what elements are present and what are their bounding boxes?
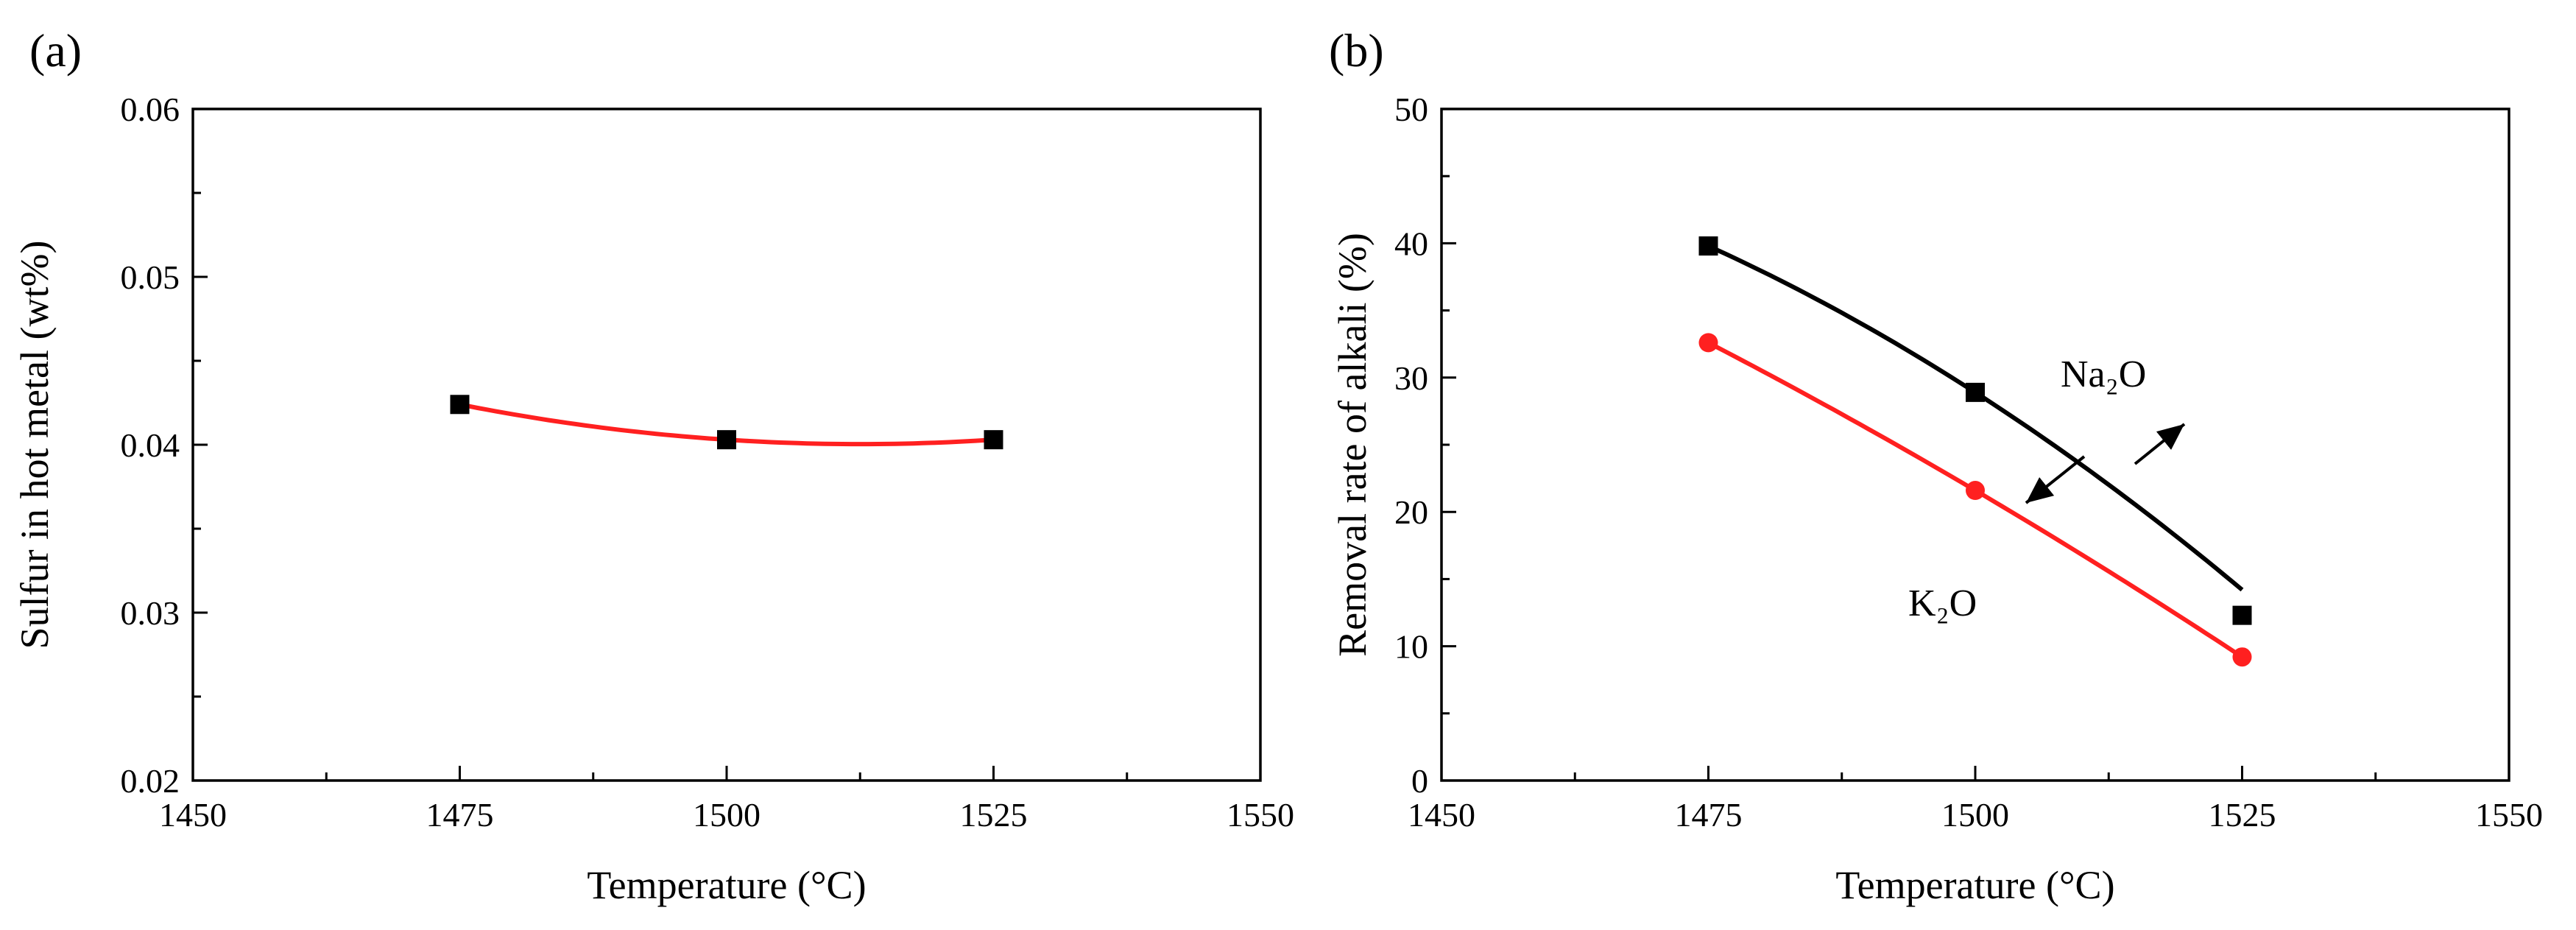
x-tick-label: 1525 (960, 796, 1028, 834)
data-point-ko (1698, 333, 1718, 353)
x-tick-label: 1475 (426, 796, 494, 834)
y-tick-label: 0.04 (121, 426, 180, 464)
y-tick-label: 10 (1394, 628, 1428, 666)
panel-a-x-axis-title: Temperature (°C) (587, 863, 866, 907)
data-point-sulfur (717, 430, 736, 450)
panel-a-y-axis-title: Sulfur in hot metal (wt%) (13, 241, 57, 649)
panel-a-markers (450, 395, 1003, 450)
panel-a-tick-labels: 1450 1475 1500 1525 1550 0.02 0.03 0.04 0.05 0.06 (121, 91, 1295, 834)
panel-b-ticks (1440, 108, 2510, 782)
x-tick-label: 1525 (2209, 796, 2276, 834)
panel-b-plot-frame (1440, 108, 2510, 782)
panel-b-tick-labels: 1450 1475 1500 1525 1550 0 10 20 30 40 50 (1394, 91, 2543, 834)
data-point-nao (1966, 382, 1985, 402)
k2o-annotation-label: K₂O (1908, 582, 1977, 624)
y-tick-label: 0 (1411, 762, 1428, 800)
panel-a-ticks (191, 108, 1262, 782)
y-tick-label: 50 (1394, 91, 1428, 128)
y-tick-label: 0.03 (121, 594, 180, 632)
x-tick-label: 1550 (1227, 796, 1294, 834)
x-tick-label: 1550 (2475, 796, 2543, 834)
y-tick-label: 20 (1394, 493, 1428, 531)
y-tick-label: 40 (1394, 225, 1428, 262)
panel-b-label: (b) (1329, 24, 1384, 77)
x-tick-label: 1450 (1408, 796, 1475, 834)
data-point-ko (2232, 647, 2252, 667)
x-tick-label: 1450 (159, 796, 227, 834)
data-point-sulfur (984, 430, 1003, 450)
na2o-annotation-arrow (2134, 423, 2186, 465)
panel-a: (a) 1450 1475 1500 1525 1550 0.02 0.03 0.04 0.05… (13, 24, 1294, 907)
data-point-nao (1698, 236, 1718, 256)
y-tick-label: 0.05 (121, 258, 180, 296)
data-point-nao (2232, 605, 2252, 625)
x-tick-label: 1500 (693, 796, 761, 834)
data-point-ko (1966, 481, 1985, 501)
x-tick-label: 1500 (1941, 796, 2009, 834)
k2o-annotation-arrow (2025, 455, 2086, 504)
panel-a-label: (a) (29, 24, 82, 77)
panel-b-markers (1698, 236, 2252, 667)
series-line-nao (1707, 244, 2244, 592)
panel-b-x-axis-title: Temperature (°C) (1835, 863, 2114, 907)
x-tick-label: 1475 (1675, 796, 1743, 834)
y-tick-label: 0.02 (121, 762, 180, 800)
panel-b-y-axis-title: Removal rate of alkali (%) (1330, 233, 1375, 657)
na2o-annotation-label: Na₂O (2061, 353, 2146, 395)
y-tick-label: 30 (1394, 359, 1428, 397)
data-point-sulfur (450, 395, 470, 415)
y-tick-label: 0.06 (121, 91, 180, 128)
